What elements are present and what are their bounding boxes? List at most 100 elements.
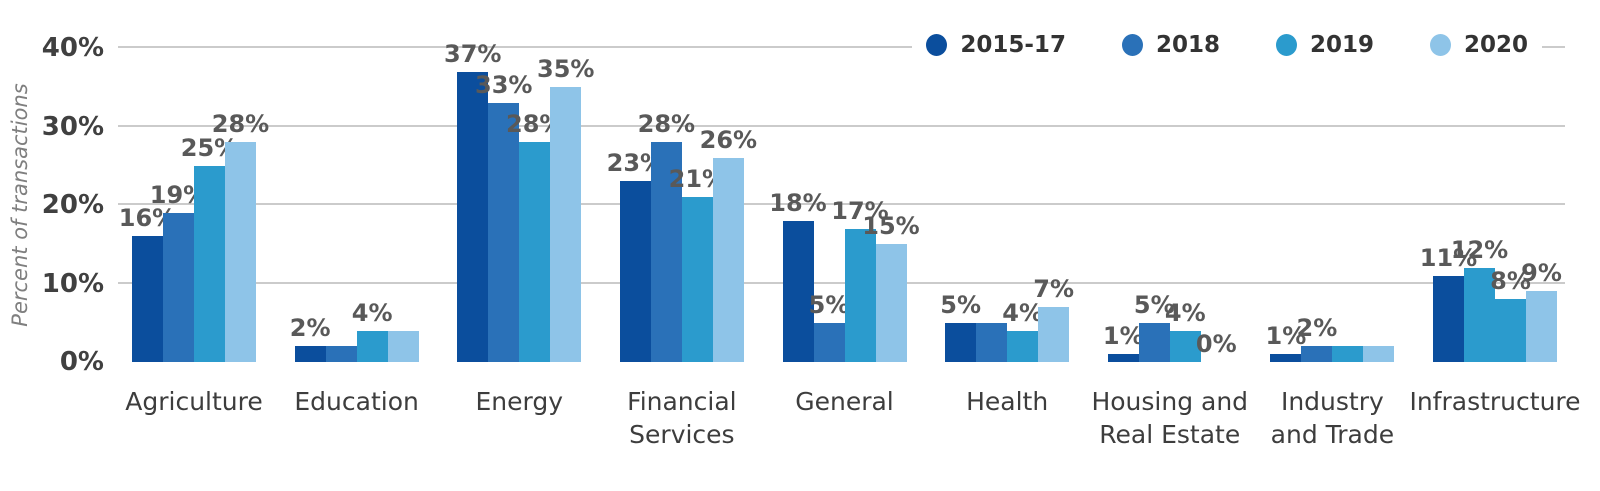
- bar: 15%: [862, 212, 920, 362]
- bar: [1363, 346, 1395, 362]
- bar: 2%: [1297, 314, 1337, 362]
- gridline-20: [118, 203, 1565, 205]
- bar: 4%: [1165, 299, 1206, 362]
- bar: 4%: [1002, 299, 1043, 362]
- bar-group: 1% 5% 4% 0% Housing and Real Estate: [1091, 48, 1248, 449]
- y-tick-label-40: 40%: [41, 33, 104, 63]
- bar-value-label: 5%: [1133, 290, 1175, 319]
- y-tick-label-30: 30%: [41, 111, 104, 142]
- bar-value-label: 7%: [1033, 275, 1074, 304]
- legend-item: 2015-17: [926, 32, 1066, 58]
- gridline-40: [118, 46, 1565, 48]
- category-label: Industry and Trade: [1270, 387, 1395, 449]
- bar: 33%: [475, 71, 532, 362]
- bar-value-label: 9%: [1521, 259, 1562, 288]
- y-tick-label-20: 20%: [41, 190, 104, 220]
- bar-value-label: 11%: [1419, 243, 1478, 272]
- bar-value-label: 17%: [831, 196, 889, 225]
- bar-value-label: 0%: [1195, 330, 1237, 358]
- plot-area: 16% 19% 25% 28% Agriculture 2% 4% Education 37% 3…: [118, 40, 1581, 449]
- bar-value-label: 2%: [289, 314, 331, 343]
- category-label: Energy: [475, 387, 564, 416]
- bar: 26%: [700, 126, 757, 362]
- bar: [325, 346, 357, 362]
- bar: 28%: [638, 110, 695, 362]
- category-label: Housing and Real Estate: [1091, 387, 1249, 449]
- bar: 25%: [181, 134, 238, 362]
- bar-group: 2% 4% Education: [290, 48, 419, 416]
- bar: 28%: [212, 110, 269, 362]
- bar-value-label: 12%: [1450, 235, 1509, 264]
- legend-item-label: 2020: [1463, 32, 1528, 58]
- bar: 35%: [537, 55, 594, 362]
- bar: [976, 322, 1008, 362]
- legend: 2015-17 2018 2019 2020: [912, 24, 1542, 66]
- bar: 8%: [1490, 267, 1531, 362]
- y-tick-label-10: 10%: [41, 268, 104, 299]
- legend-dot-icon: [926, 34, 948, 56]
- bar: 28%: [506, 110, 563, 362]
- y-tick-label-0: 0%: [59, 347, 104, 377]
- bar-value-label: 4%: [351, 298, 393, 327]
- legend-item: 2019: [1275, 32, 1374, 58]
- bar-group: 18% 5% 17% 15% General: [769, 48, 920, 416]
- gridline-30: [118, 124, 1565, 127]
- bar-group: 23% 28% 21% 26% Financial Services: [607, 48, 757, 448]
- bar: 9%: [1521, 259, 1562, 362]
- category-label: Education: [294, 387, 419, 416]
- legend-item: 2020: [1429, 32, 1528, 58]
- bar-value-label: 18%: [769, 188, 827, 217]
- bar-value-label: 5%: [808, 290, 850, 319]
- bar: 1%: [1103, 322, 1144, 362]
- category-label: Financial Services: [627, 387, 737, 449]
- legend-dot-icon: [1429, 34, 1451, 56]
- bar: 17%: [831, 197, 889, 362]
- legend-dot-icon: [1121, 34, 1143, 56]
- bar: 12%: [1451, 236, 1508, 362]
- bar-value-label: 26%: [699, 125, 758, 154]
- bar: 5%: [1134, 291, 1175, 362]
- legend-item-label: 2019: [1309, 32, 1374, 58]
- bar-group: 1% 2% Industry and Trade: [1266, 48, 1395, 449]
- bar: 7%: [1033, 275, 1074, 362]
- category-label: Health: [966, 387, 1049, 416]
- bar-value-label: 2%: [1296, 314, 1338, 343]
- bar-value-label: 4%: [1164, 298, 1206, 327]
- bar-value-label: 35%: [537, 55, 595, 84]
- bar: [1332, 346, 1364, 362]
- bar-value-label: 33%: [475, 70, 533, 99]
- bar-value-label: 1%: [1265, 322, 1307, 351]
- bar-value-label: 37%: [444, 39, 502, 68]
- bar-value-label: 1%: [1102, 322, 1144, 351]
- bar: 5%: [940, 291, 981, 362]
- bar-group: 37% 33% 28% 35% Energy: [444, 40, 594, 416]
- bar: 2%: [290, 314, 331, 362]
- bar-group: 5% 4% 7% Health: [940, 48, 1074, 416]
- bar-group: 11% 12% 8% 9% Infrastructure: [1409, 48, 1580, 416]
- bar-group: 16% 19% 25% 28% Agriculture: [119, 48, 269, 416]
- bar: 11%: [1420, 244, 1477, 362]
- category-label: Infrastructure: [1409, 387, 1581, 416]
- bar: [387, 330, 419, 362]
- bar-value-label: 4%: [1002, 298, 1043, 327]
- bar: 16%: [119, 204, 176, 362]
- bar-value-label: 5%: [940, 290, 981, 319]
- bar-value-label: 28%: [637, 110, 696, 139]
- bar: 23%: [607, 149, 664, 362]
- bar: 4%: [352, 299, 393, 362]
- bar: 5%: [809, 291, 849, 362]
- bar: 37%: [444, 40, 501, 362]
- bar: 21%: [669, 165, 726, 362]
- bar: 1%: [1266, 322, 1306, 362]
- bar-value-label: 28%: [211, 110, 270, 139]
- bar-value-label: 15%: [862, 212, 920, 241]
- category-label: General: [795, 387, 894, 416]
- legend-dot-icon: [1275, 34, 1297, 56]
- bar-value-label: 8%: [1490, 267, 1531, 296]
- legend-item-label: 2015-17: [960, 32, 1066, 58]
- bar: 18%: [769, 189, 827, 362]
- category-label: Agriculture: [125, 387, 263, 416]
- bar-groups-container: 16% 19% 25% 28% Agriculture 2% 4% Education 37% 3…: [119, 40, 1581, 449]
- gridline-10: [118, 281, 1565, 284]
